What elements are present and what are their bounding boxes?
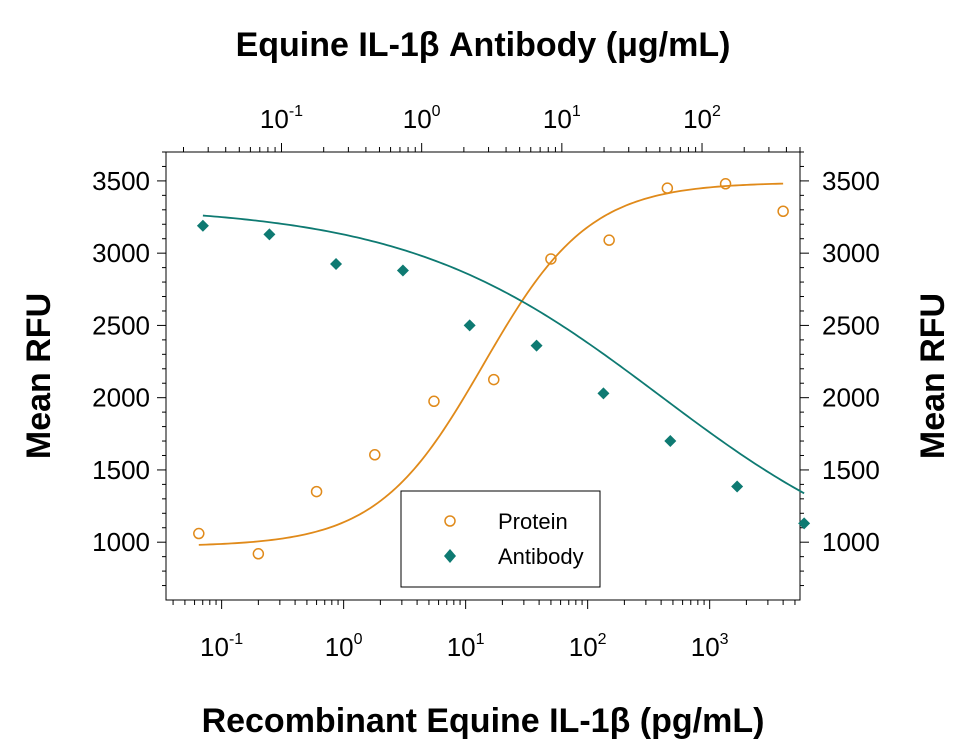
left-axis-tick-label: 2500: [92, 310, 150, 340]
fit-curves: [198, 182, 805, 546]
protein-data-point: [193, 527, 205, 540]
tick-labels: 10-1 100 101 102 103 10-1 100 101 102 1000 1000 150…: [92, 103, 880, 662]
plot-area-frame: [165, 151, 801, 601]
protein-data-point: [603, 234, 615, 246]
left-axis-tick-label: 1500: [92, 455, 150, 485]
antibody-data-point: [263, 228, 276, 241]
left-axis-tick-label: 3000: [92, 238, 150, 268]
top-axis-tick-label: 10-1: [260, 103, 303, 134]
bottom-axis-tick-label: 101: [447, 631, 485, 662]
left-axis-tick-label: 1000: [92, 527, 150, 557]
legend-protein-marker: [444, 515, 456, 527]
protein-data-point: [777, 205, 789, 218]
right-axis-tick-label: 3500: [822, 166, 880, 196]
antibody-fit-curve: [202, 214, 805, 495]
antibody-data-point: [664, 435, 677, 448]
protein-data-point: [719, 178, 732, 190]
antibody-data-point: [530, 339, 543, 352]
protein-data-point: [661, 182, 674, 194]
antibody-data-point: [196, 219, 209, 232]
top-axis-tick-label: 100: [403, 103, 441, 134]
legend-antibody-marker: [444, 549, 456, 563]
right-axis-tick-label: 3000: [822, 238, 880, 268]
legend: Protein Antibody: [400, 490, 601, 588]
bottom-axis-tick-label: 100: [325, 631, 363, 662]
bottom-axis-title: Recombinant Equine IL-1β (pg/mL): [202, 702, 765, 740]
right-axis-tick-label: 2000: [822, 383, 880, 413]
protein-data-point: [310, 485, 323, 498]
protein-data-point: [252, 548, 265, 560]
antibody-data-point: [463, 319, 476, 332]
antibody-data-point: [597, 387, 610, 400]
right-axis-tick-label: 2500: [822, 310, 880, 340]
right-axis-tick-label: 1500: [822, 455, 880, 485]
data-points: [193, 178, 811, 560]
protein-data-point: [428, 395, 440, 408]
legend-box: [400, 490, 601, 588]
antibody-data-point: [731, 480, 744, 493]
left-axis-title: Mean RFU: [20, 293, 58, 459]
antibody-data-point: [798, 517, 811, 530]
legend-antibody-label: Antibody: [498, 544, 584, 569]
top-axis-title: Equine IL-1β Antibody (μg/mL): [236, 26, 731, 64]
protein-fit-curve: [198, 182, 784, 546]
right-axis-tick-label: 1000: [822, 527, 880, 557]
protein-data-point: [545, 253, 557, 265]
bottom-axis-tick-label: 102: [569, 631, 607, 662]
protein-data-point: [488, 373, 500, 386]
axis-ticks: [157, 143, 809, 609]
antibody-data-point: [330, 258, 343, 270]
antibody-data-point: [396, 264, 409, 277]
left-axis-tick-label: 2000: [92, 383, 150, 413]
bottom-axis-tick-label: 10-1: [200, 631, 243, 662]
top-axis-tick-label: 102: [683, 103, 721, 134]
bottom-axis-tick-label: 103: [691, 631, 729, 662]
protein-data-point: [369, 449, 381, 461]
legend-protein-label: Protein: [498, 509, 568, 534]
left-axis-tick-label: 3500: [92, 166, 150, 196]
top-axis-tick-label: 101: [543, 103, 581, 134]
right-axis-title: Mean RFU: [914, 293, 952, 459]
